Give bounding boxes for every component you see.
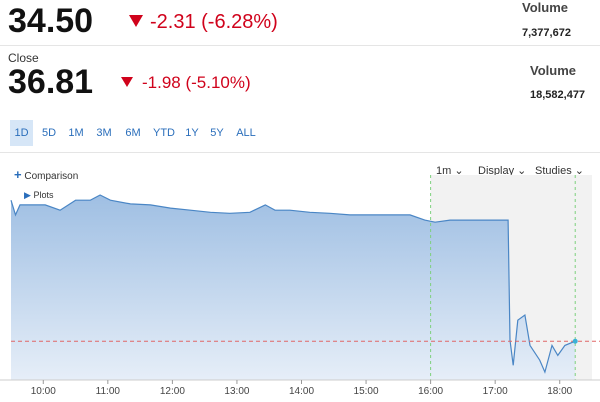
volume: 7,377,672: [522, 27, 571, 39]
area: [11, 195, 576, 380]
x-tick-label: 18:00: [547, 386, 572, 397]
interval-label: 1m: [436, 165, 452, 177]
last-price: 34.50: [8, 2, 94, 40]
plots-label: Plots: [33, 190, 54, 200]
volume: 18,582,477: [530, 89, 586, 101]
x-tick-label: 11:00: [96, 386, 121, 397]
line: [10, 194, 576, 374]
x-tick-label: 13:00: [224, 386, 249, 397]
close-label: Close: [8, 51, 39, 65]
x-tick-label: 16:00: [418, 386, 443, 397]
chart: 10:00 11:00 12:00 13:00 14:00 15:00 16:00 17:00…: [0, 175, 600, 397]
interval-button[interactable]: 1m ⌄: [436, 165, 464, 177]
range-button[interactable]: 5Y: [210, 127, 224, 139]
range-button[interactable]: 5D: [41, 127, 57, 139]
divider: [0, 152, 600, 153]
studies-button[interactable]: Studies ⌄: [535, 165, 584, 177]
x-tick-label: 12:00: [160, 386, 185, 397]
range-button[interactable]: 1Y: [185, 127, 199, 139]
x-tick-label: 14:00: [289, 386, 314, 397]
studies-label: Studies: [535, 165, 572, 177]
volume-label: Volume: [522, 0, 568, 15]
display-button[interactable]: Display ⌄: [478, 165, 527, 177]
x-tick-label: 17:00: [483, 386, 508, 397]
range-button[interactable]: 1M: [68, 127, 84, 139]
range-button[interactable]: 1D: [10, 120, 33, 146]
range-button[interactable]: ALL: [236, 127, 256, 139]
x-tick-label: 15:00: [354, 386, 379, 397]
range-button[interactable]: YTD: [153, 127, 175, 139]
comparison-button[interactable]: + Comparison: [14, 167, 79, 182]
comparison-label: Comparison: [24, 171, 79, 182]
range-button[interactable]: 6M: [125, 127, 141, 139]
close-price: 36.81: [8, 63, 94, 101]
volume-label: Volume: [530, 63, 576, 78]
last-point: [572, 338, 578, 344]
x-tick-label: 10:00: [31, 386, 56, 397]
last-change: -2.31 (-6.28%): [150, 11, 278, 33]
down-arrow: [121, 77, 133, 87]
close-change: -1.98 (-5.10%): [142, 73, 251, 92]
divider: [0, 45, 600, 46]
down-arrow: [129, 15, 143, 27]
plots-button[interactable]: ▶ Plots: [24, 190, 54, 200]
display-label: Display: [478, 165, 515, 177]
range-button[interactable]: 3M: [96, 127, 112, 139]
